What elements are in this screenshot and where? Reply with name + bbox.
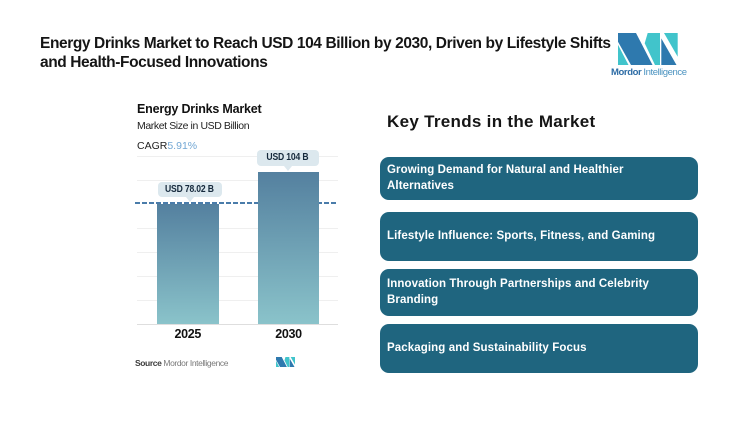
svg-text:MordorIntelligence: Mordor Intelligence [611,67,687,78]
